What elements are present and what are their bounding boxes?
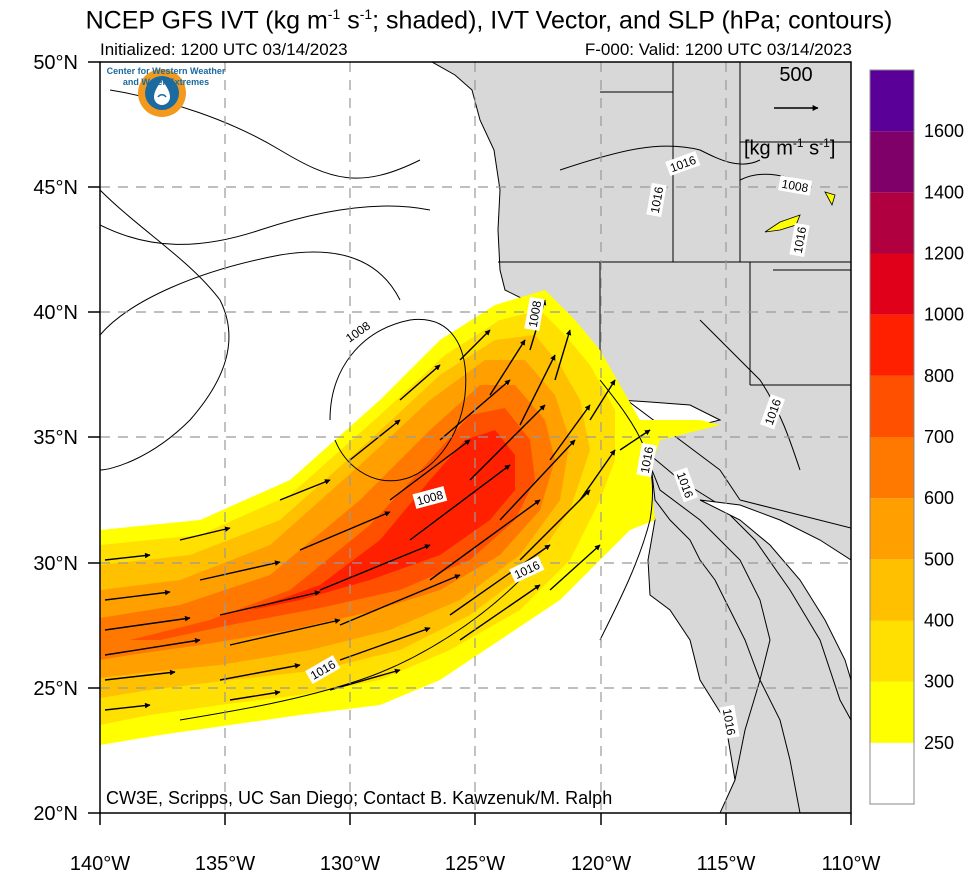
colorbar-segment bbox=[870, 314, 914, 376]
reference-vector-value: 500 bbox=[779, 64, 813, 86]
lon-label: 120°W bbox=[571, 853, 631, 875]
slp-label: 1016 bbox=[720, 708, 738, 737]
lat-axis-labels: 50°N 45°N 40°N 35°N 30°N 25°N 20°N bbox=[33, 52, 78, 825]
lat-label: 45°N bbox=[33, 177, 78, 199]
logo-caption-line: Center for Western Weather bbox=[106, 66, 226, 76]
colorbar-segment bbox=[870, 681, 914, 743]
colorbar-label: 800 bbox=[924, 366, 954, 386]
colorbar-segment bbox=[870, 253, 914, 315]
colorbar-label: 1400 bbox=[924, 182, 964, 202]
credit-line: CW3E, Scripps, UC San Diego; Contact B. … bbox=[106, 788, 613, 808]
colorbar-segment bbox=[870, 131, 914, 193]
logo-caption-line: and Water Extremes bbox=[122, 77, 210, 87]
axis-ticks bbox=[88, 61, 852, 825]
map-title: NCEP GFS IVT (kg m-1 s-1; shaded), IVT V… bbox=[85, 6, 893, 35]
lat-label: 25°N bbox=[33, 678, 78, 700]
colorbar-label: 600 bbox=[924, 488, 954, 508]
colorbar-label: 1600 bbox=[924, 121, 964, 141]
slp-label: 1008 bbox=[415, 488, 445, 509]
slp-label-group: 1008 1008 1016 1016 1008 1016 1016 1016 … bbox=[305, 151, 813, 739]
colorbar-label: 250 bbox=[924, 733, 954, 753]
colorbar-segment bbox=[870, 742, 914, 804]
lon-label: 115°W bbox=[697, 853, 756, 875]
reference-vector-units: [kg m-1 s-1] bbox=[744, 136, 836, 160]
colorbar-segment bbox=[870, 620, 914, 682]
slp-label: 1008 bbox=[781, 177, 810, 195]
ivt-band-700 bbox=[130, 408, 535, 640]
lat-label: 50°N bbox=[33, 52, 78, 74]
colorbar-segment bbox=[870, 375, 914, 437]
ivt-band-800 bbox=[250, 430, 515, 610]
gulf-of-california bbox=[699, 499, 851, 681]
lon-label: 140°W bbox=[70, 853, 130, 875]
slp-label: 1016 bbox=[638, 445, 656, 474]
lat-label: 40°N bbox=[33, 302, 78, 324]
lon-label: 125°W bbox=[445, 853, 505, 875]
lat-label: 35°N bbox=[33, 427, 78, 449]
slp-label: 1016 bbox=[648, 185, 666, 214]
ivt-patch-inland bbox=[764, 214, 801, 233]
lon-label: 135°W bbox=[195, 853, 255, 875]
ivt-patch-inland-2 bbox=[824, 191, 836, 207]
colorbar-label: 300 bbox=[924, 672, 954, 692]
colorbar-label: 700 bbox=[924, 427, 954, 447]
lon-label: 110°W bbox=[822, 853, 881, 875]
lat-label: 30°N bbox=[33, 553, 78, 575]
ivt-vectors bbox=[104, 299, 651, 711]
initialized-time: Initialized: 1200 UTC 03/14/2023 bbox=[100, 40, 348, 59]
colorbar-segment bbox=[870, 70, 914, 132]
colorbar-label: 500 bbox=[924, 549, 954, 569]
baja-peninsula bbox=[649, 453, 851, 813]
valid-time: F-000: Valid: 1200 UTC 03/14/2023 bbox=[584, 40, 852, 59]
lon-axis-labels: 140°W 135°W 130°W 125°W 120°W 115°W 110°… bbox=[70, 853, 881, 875]
colorbar-label: 1000 bbox=[924, 305, 964, 325]
lat-label: 20°N bbox=[33, 803, 78, 825]
slp-label: 1016 bbox=[791, 225, 809, 254]
colorbar-segment bbox=[870, 437, 914, 499]
colorbar-segment bbox=[870, 559, 914, 621]
logo-caption: Center for Western Weather and Water Ext… bbox=[100, 66, 232, 88]
colorbar-segment bbox=[870, 192, 914, 254]
ivt-colorbar: 250 300 400 500 600 700 800 1000 1200 1400 1600 bbox=[869, 69, 964, 805]
colorbar-label: 1200 bbox=[924, 244, 964, 264]
colorbar-frame bbox=[869, 69, 915, 805]
water-drop-logo-icon bbox=[138, 69, 186, 117]
colorbar-segment bbox=[870, 498, 914, 560]
slp-label: 1008 bbox=[526, 299, 544, 328]
colorbar-label: 400 bbox=[924, 611, 954, 631]
lon-label: 130°W bbox=[320, 853, 380, 875]
